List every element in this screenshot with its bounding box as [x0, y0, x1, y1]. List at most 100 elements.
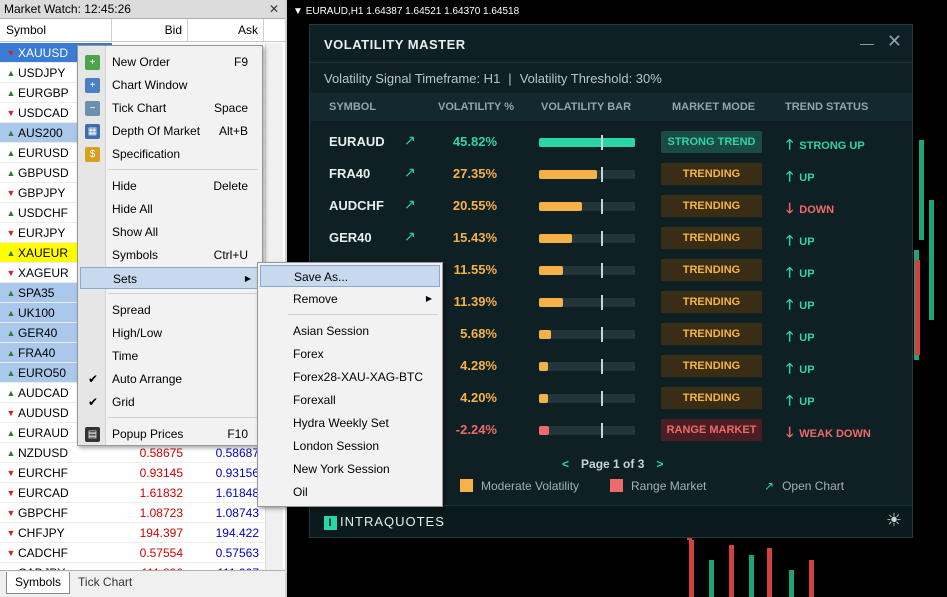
- minimize-icon[interactable]: —: [860, 35, 874, 51]
- volatility-bar: [539, 199, 635, 214]
- volatility-row[interactable]: FRA40 ↗ 27.35% TRENDING 🡑 UP: [310, 158, 912, 190]
- row-symbol: GER40: [329, 230, 372, 245]
- down-arrow-icon: ▼: [6, 527, 16, 538]
- volatility-percent: 5.68%: [460, 326, 497, 341]
- market-watch-header: Symbol Bid Ask: [0, 19, 285, 42]
- open-chart-icon[interactable]: ↗: [404, 132, 416, 148]
- volatility-percent: 20.55%: [452, 198, 497, 213]
- menu-item-specification[interactable]: $ Specification: [80, 143, 260, 165]
- moderate-swatch: [460, 479, 473, 492]
- up-arrow-icon: ▲: [6, 287, 16, 298]
- close-icon[interactable]: ✕: [268, 2, 279, 16]
- symbol-name: UK100: [18, 305, 55, 320]
- bid-value: 0.93145: [139, 466, 183, 480]
- submenu-item-london-session[interactable]: London Session: [293, 439, 380, 453]
- symbol-row[interactable]: ▼ EURCHF 0.93145 0.93156: [0, 463, 265, 483]
- tab-tick-chart[interactable]: Tick Chart: [78, 575, 133, 589]
- symbol-name: EURAUD: [18, 425, 69, 440]
- submenu-item-forex[interactable]: Forex: [293, 347, 324, 361]
- menu-item-hide[interactable]: Hide Delete: [112, 179, 248, 193]
- candle: [929, 200, 934, 320]
- submenu-item-forex28-xau-xag-btc[interactable]: Forex28-XAU-XAG-BTC: [293, 370, 424, 384]
- arrow-up-icon: 🡑: [786, 296, 794, 312]
- column-ask[interactable]: Ask: [188, 19, 264, 41]
- volatility-bar: [539, 263, 635, 278]
- up-arrow-icon: ▲: [6, 387, 16, 398]
- menu-item-tick-chart[interactable]: ~ Tick Chart Space: [80, 97, 260, 119]
- menu-item-auto-arrange[interactable]: ✔ Auto Arrange: [80, 368, 260, 390]
- down-arrow-icon: ▼: [6, 487, 16, 498]
- volatility-row[interactable]: 4.28% TRENDING 🡑 UP: [310, 350, 912, 382]
- submenu-item-forexall[interactable]: Forexall: [293, 393, 336, 407]
- symbol-name: GER40: [18, 325, 58, 340]
- up-arrow-icon: ▲: [6, 307, 16, 318]
- symbol-row[interactable]: ▲ NZDUSD 0.58675 0.58687: [0, 443, 265, 463]
- symbol-row[interactable]: ▼ CADCHF 0.57554 0.57563: [0, 543, 265, 563]
- submenu-item-hydra-weekly-set[interactable]: Hydra Weekly Set: [293, 416, 389, 430]
- up-arrow-icon: ▲: [6, 367, 16, 378]
- volatility-row[interactable]: AUDCHF ↗ 20.55% TRENDING 🡓 DOWN: [310, 190, 912, 222]
- volatility-row[interactable]: 11.39% TRENDING 🡑 UP: [310, 286, 912, 318]
- menu-item-depth-of-market[interactable]: ▦ Depth Of Market Alt+B: [80, 120, 260, 142]
- theme-toggle-icon[interactable]: ☀: [885, 510, 902, 530]
- arrow-up-icon: 🡑: [786, 392, 794, 408]
- arrow-up-icon: 🡑: [786, 264, 794, 280]
- volatility-row[interactable]: EURAUD ↗ 45.82% STRONG TREND 🡑 STRONG UP: [310, 126, 912, 158]
- open-chart-icon[interactable]: ↗: [404, 164, 416, 180]
- trend-status: 🡓 DOWN: [786, 200, 835, 216]
- arrow-down-icon: 🡓: [786, 200, 794, 216]
- submenu-item-asian-session[interactable]: Asian Session: [293, 324, 370, 338]
- symbol-row[interactable]: ▼ CHFJPY 194.397 194.422: [0, 523, 265, 543]
- volatility-row[interactable]: 11.55% TRENDING 🡑 UP: [310, 254, 912, 286]
- menu-item-grid[interactable]: ✔ Grid: [80, 391, 260, 413]
- trend-status: 🡑 UP: [786, 296, 815, 312]
- open-chart-icon[interactable]: ↗: [404, 196, 416, 212]
- candle: [749, 555, 754, 597]
- next-page-icon[interactable]: >: [656, 457, 664, 471]
- submenu-item-remove[interactable]: Remove ▶: [260, 288, 440, 310]
- bid-value: 194.397: [139, 526, 183, 540]
- down-arrow-icon: ▼: [6, 107, 16, 118]
- menu-item-symbols[interactable]: Symbols Ctrl+U: [112, 248, 248, 262]
- menu-item-spread[interactable]: Spread: [112, 303, 151, 317]
- ask-value: 0.58687: [215, 446, 259, 460]
- up-arrow-icon: ▲: [6, 87, 16, 98]
- prev-page-icon[interactable]: <: [562, 457, 570, 471]
- submenu-item-save-as[interactable]: Save As...: [260, 265, 440, 287]
- symbol-name: EURCHF: [18, 465, 68, 480]
- symbol-name: EURCAD: [18, 485, 69, 500]
- menu-item-popup-prices[interactable]: ▤ Popup Prices F10: [80, 423, 260, 445]
- symbol-row[interactable]: ▼ GBPCHF 1.08723 1.08743: [0, 503, 265, 523]
- tab-symbols[interactable]: Symbols: [6, 572, 71, 594]
- symbol-row[interactable]: ▼ EURCAD 1.61832 1.61848: [0, 483, 265, 503]
- volatility-row[interactable]: -2.24% RANGE MARKET 🡓 WEAK DOWN: [310, 414, 912, 446]
- down-arrow-icon: ▼: [6, 227, 16, 238]
- range-swatch: [610, 479, 623, 492]
- menu-item-high-low[interactable]: High/Low: [112, 326, 163, 340]
- menu-item-hide-all[interactable]: Hide All: [112, 202, 153, 216]
- ask-value: 1.08743: [215, 506, 259, 520]
- chart-window-icon: +: [85, 78, 100, 93]
- trend-status: 🡑 UP: [786, 392, 815, 408]
- submenu-item-new-york-session[interactable]: New York Session: [293, 462, 390, 476]
- market-mode-badge: TRENDING: [661, 163, 762, 185]
- column-bid[interactable]: Bid: [112, 19, 188, 41]
- menu-item-new-order[interactable]: + New Order F9: [80, 51, 260, 73]
- volatility-row[interactable]: 4.20% TRENDING 🡑 UP: [310, 382, 912, 414]
- menu-item-show-all[interactable]: Show All: [112, 225, 159, 239]
- volatility-row[interactable]: 5.68% TRENDING 🡑 UP: [310, 318, 912, 350]
- specification-icon: $: [85, 147, 100, 162]
- arrow-up-icon: 🡑: [786, 360, 794, 376]
- menu-item-sets[interactable]: Sets ▶: [80, 267, 260, 289]
- submenu-arrow-icon: ▶: [425, 294, 432, 303]
- volatility-row[interactable]: GER40 ↗ 15.43% TRENDING 🡑 UP: [310, 222, 912, 254]
- volatility-percent: 11.39%: [453, 294, 497, 309]
- column-symbol[interactable]: Symbol: [0, 19, 112, 41]
- open-chart-icon[interactable]: ↗: [404, 228, 416, 244]
- close-icon[interactable]: ✕: [886, 31, 902, 51]
- volatility-bar: [539, 359, 635, 374]
- symbol-name: XAUUSD: [18, 45, 69, 60]
- menu-item-chart-window[interactable]: + Chart Window: [80, 74, 260, 96]
- submenu-item-oil[interactable]: Oil: [293, 485, 308, 499]
- menu-item-time[interactable]: Time: [112, 349, 139, 363]
